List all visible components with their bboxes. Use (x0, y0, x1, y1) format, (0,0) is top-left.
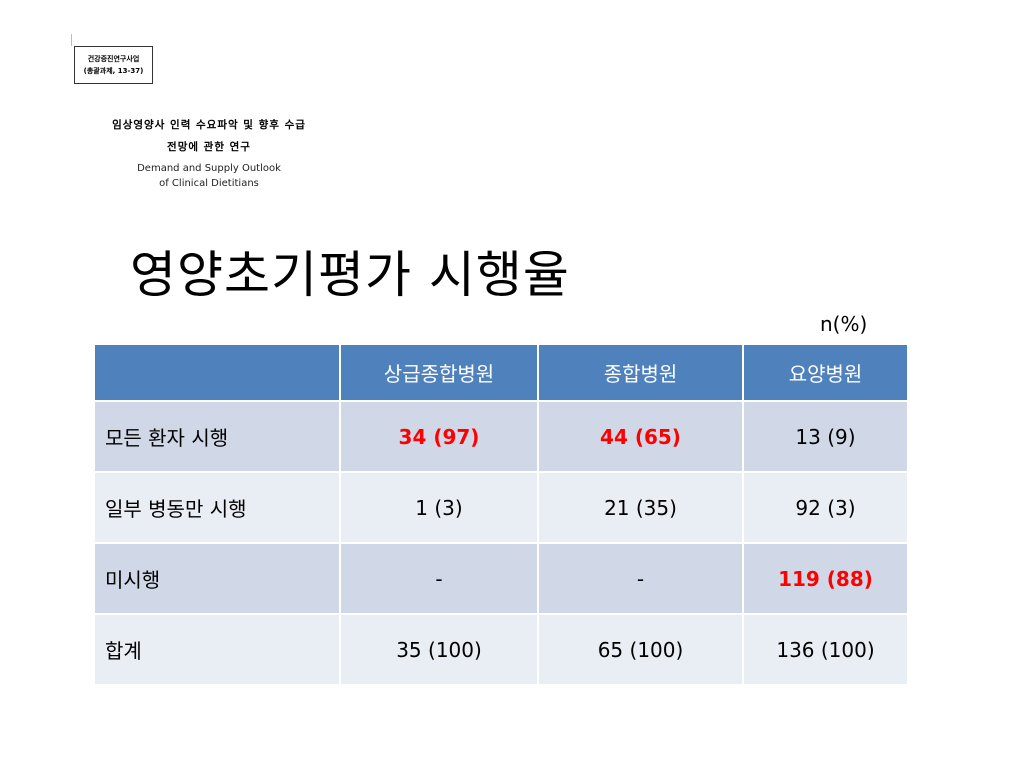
report-title-line-1: 임상영양사 인력 수요파악 및 향후 수급 (112, 119, 306, 131)
corner-tick (71, 34, 72, 46)
page-title: 영양초기평가 시행율 (130, 246, 570, 304)
table-cell: 1 (3) (339, 471, 539, 544)
table-cell: 44 (65) (537, 400, 744, 473)
unit-label: n(%) (820, 312, 868, 336)
report-title-english: Demand and Supply Outlook of Clinical Di… (86, 161, 332, 191)
header-nursing-hospital: 요양병원 (742, 343, 909, 402)
row-label: 합계 (93, 613, 341, 686)
table-cell: 136 (100) (742, 613, 909, 686)
table-row: 미시행 - - 119 (88) (93, 542, 909, 615)
table-cell: - (339, 542, 539, 615)
row-label: 모든 환자 시행 (93, 400, 341, 473)
table-cell: 92 (3) (742, 471, 909, 544)
table-cell: 65 (100) (537, 613, 744, 686)
badge-line-1: 건강증진연구사업 (87, 55, 140, 63)
row-label: 일부 병동만 시행 (93, 471, 341, 544)
table-row: 합계 35 (100) 65 (100) 136 (100) (93, 613, 909, 686)
table-header-row: 상급종합병원 종합병원 요양병원 (93, 343, 909, 402)
project-badge: 건강증진연구사업 (총괄과제, 13-37) (74, 46, 153, 84)
table-row: 모든 환자 시행 34 (97) 44 (65) 13 (9) (93, 400, 909, 473)
row-label: 미시행 (93, 542, 341, 615)
table-cell: 35 (100) (339, 613, 539, 686)
header-corner (93, 343, 341, 402)
table-cell: 34 (97) (339, 400, 539, 473)
table-row: 일부 병동만 시행 1 (3) 21 (35) 92 (3) (93, 471, 909, 544)
report-title-en-line-2: of Clinical Dietitians (159, 178, 259, 189)
header-tertiary-hospital: 상급종합병원 (339, 343, 539, 402)
data-table: 상급종합병원 종합병원 요양병원 모든 환자 시행 34 (97) 44 (65… (93, 343, 909, 686)
report-title-en-line-1: Demand and Supply Outlook (137, 163, 281, 174)
report-title-line-2: 전망에 관한 연구 (167, 141, 251, 153)
table-cell: 119 (88) (742, 542, 909, 615)
header-general-hospital: 종합병원 (537, 343, 744, 402)
table-cell: 21 (35) (537, 471, 744, 544)
report-title-korean: 임상영양사 인력 수요파악 및 향후 수급 전망에 관한 연구 (86, 114, 332, 158)
badge-line-2: (총괄과제, 13-37) (83, 67, 144, 75)
table-cell: - (537, 542, 744, 615)
table-cell: 13 (9) (742, 400, 909, 473)
